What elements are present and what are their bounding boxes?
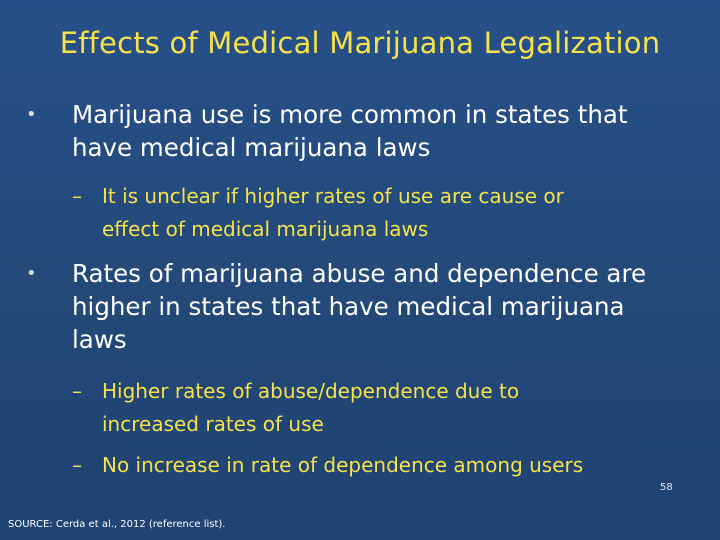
bullet-1: • Marijuana use is more common in states…	[26, 98, 628, 164]
bullet-2: • Rates of marijuana abuse and dependenc…	[26, 257, 647, 356]
bullet-1-line-2: have medical marijuana laws	[72, 133, 431, 162]
sub-bullet-1-1-line-2: effect of medical marijuana laws	[102, 217, 429, 241]
bullet-marker: •	[26, 263, 37, 284]
bullet-2-line-1: Rates of marijuana abuse and dependence …	[72, 259, 647, 288]
bullet-2-line-3: laws	[72, 325, 127, 354]
sub-bullet-2-1-line-1: Higher rates of abuse/dependence due to	[102, 379, 520, 403]
bullet-1-line-1: Marijuana use is more common in states t…	[72, 100, 628, 129]
source-citation: SOURCE: Cerda et al., 2012 (reference li…	[8, 519, 226, 530]
sub-bullet-2-2: – No increase in rate of dependence amon…	[72, 449, 584, 482]
page-number: 58	[660, 482, 673, 493]
sub-bullet-1-1: – It is unclear if higher rates of use a…	[72, 180, 564, 246]
bullet-marker: •	[26, 104, 37, 125]
sub-bullet-marker: –	[72, 379, 82, 403]
sub-bullet-2-1: – Higher rates of abuse/dependence due t…	[72, 375, 520, 441]
sub-bullet-marker: –	[72, 453, 82, 477]
sub-bullet-2-1-line-2: increased rates of use	[102, 412, 324, 436]
sub-bullet-1-1-line-1: It is unclear if higher rates of use are…	[102, 184, 564, 208]
slide-title: Effects of Medical Marijuana Legalizatio…	[59, 26, 661, 60]
bullet-2-line-2: higher in states that have medical marij…	[72, 292, 625, 321]
sub-bullet-marker: –	[72, 184, 82, 208]
sub-bullet-2-2-line-1: No increase in rate of dependence among …	[102, 453, 584, 477]
